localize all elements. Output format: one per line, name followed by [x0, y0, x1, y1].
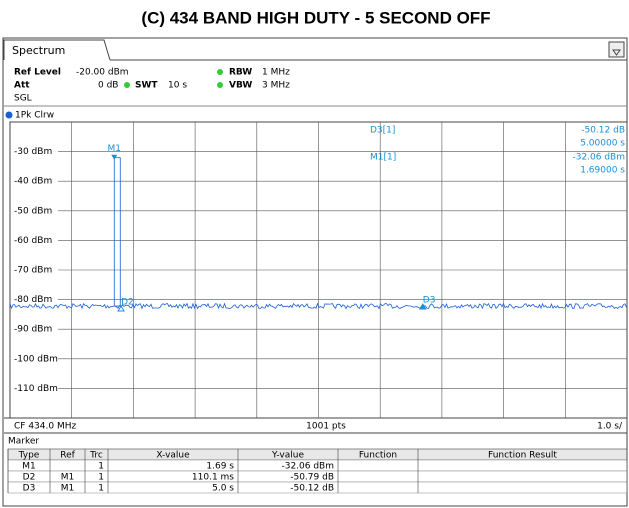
rbw-value: 1 MHz [262, 68, 290, 78]
mode: SGL [14, 94, 32, 104]
rbw-label: RBW [229, 68, 252, 78]
y-tick-label: -40 dBm [14, 177, 52, 187]
table-cell: -50.79 dB [290, 473, 334, 483]
table-cell: 1.69 s [206, 462, 234, 472]
vbw-dot [217, 82, 223, 88]
table-cell: D3 [23, 484, 36, 494]
table-header: X-value [156, 451, 190, 461]
table-header: Ref [60, 451, 75, 461]
readout-value: -50.12 dB [581, 126, 625, 136]
readout-name: D3[1] [370, 126, 395, 136]
menu-icon-arrow [612, 49, 621, 56]
swt-value: 10 s [168, 81, 187, 91]
table-header: Function [359, 451, 397, 461]
trace-dot [5, 111, 13, 119]
trace-label: 1Pk Clrw [15, 111, 54, 121]
readout-name: M1[1] [370, 153, 396, 163]
table-header: Trc [89, 451, 103, 461]
att-value: 0 dB [98, 81, 118, 91]
page-title: (C) 434 BAND HIGH DUTY - 5 SECOND OFF [141, 8, 490, 27]
marker-label: M1 [108, 144, 122, 154]
span: 1.0 s/ [597, 422, 623, 432]
marker [111, 154, 118, 160]
y-tick-label: -90 dBm [14, 325, 52, 335]
table-cell: 110.1 ms [192, 473, 234, 483]
table-cell: D2 [23, 473, 36, 483]
y-tick-label: -70 dBm [14, 266, 52, 276]
table-cell: -50.12 dB [290, 484, 334, 494]
center-frequency: CF 434.0 MHz [14, 422, 76, 432]
y-tick-label: -110 dBm [14, 384, 58, 394]
y-tick-label: -30 dBm [14, 147, 52, 157]
table-cell: 1 [98, 473, 104, 483]
y-tick-label: -60 dBm [14, 236, 52, 246]
table-header: Function Result [488, 451, 557, 461]
table-header: Y-value [271, 451, 304, 461]
trace-noise [9, 302, 627, 310]
ref-level-value: -20.00 dBm [76, 68, 129, 78]
table-cell: M1 [22, 462, 36, 472]
att-label: Att [14, 81, 30, 91]
readout-x: 1.69000 s [580, 166, 625, 176]
table-title: Marker [8, 437, 39, 447]
y-tick-label: -80 dBm [14, 295, 52, 305]
marker [117, 305, 125, 312]
y-tick-label: -50 dBm [14, 206, 52, 216]
readout-value: -32.06 dBm [572, 153, 625, 163]
y-tick-label: -100 dBm [14, 354, 58, 364]
rbw-dot [217, 69, 223, 75]
marker-label: D3 [423, 296, 436, 306]
table-cell: 1 [98, 484, 104, 494]
marker [418, 303, 427, 310]
tab[interactable]: Spectrum [12, 44, 65, 57]
ref-level-label: Ref Level [14, 68, 61, 78]
trace-spike [113, 157, 121, 307]
vbw-label: VBW [229, 81, 252, 91]
vbw-value: 3 MHz [262, 81, 290, 91]
table-cell: M1 [61, 473, 75, 483]
marker-label: D2 [121, 298, 134, 308]
table-header: Type [18, 451, 40, 461]
points: 1001 pts [306, 422, 346, 432]
table-cell: -32.06 dBm [281, 462, 334, 472]
readout-x: 5.00000 s [580, 139, 625, 149]
swt-dot [124, 82, 130, 88]
table-cell: 5.0 s [212, 484, 234, 494]
table-cell: M1 [61, 484, 75, 494]
table-cell: 1 [98, 462, 104, 472]
tab-shape [3, 39, 111, 61]
swt-label: SWT [135, 81, 158, 91]
